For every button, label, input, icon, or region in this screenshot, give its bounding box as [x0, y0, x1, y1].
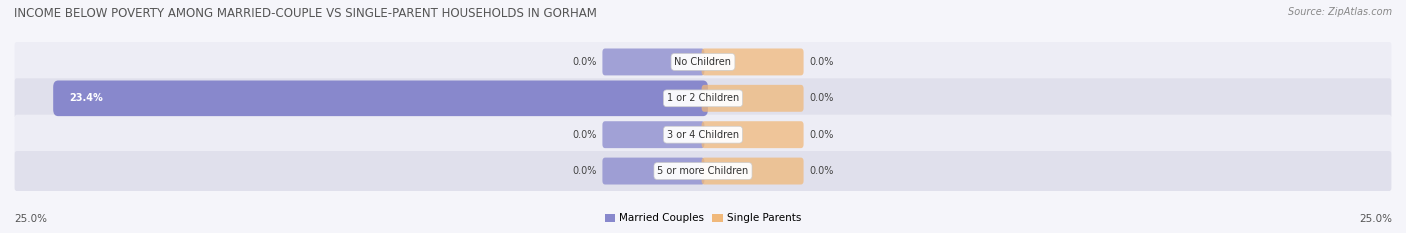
FancyBboxPatch shape [702, 85, 804, 112]
FancyBboxPatch shape [702, 158, 804, 185]
FancyBboxPatch shape [602, 158, 704, 185]
Text: 23.4%: 23.4% [69, 93, 103, 103]
Text: INCOME BELOW POVERTY AMONG MARRIED-COUPLE VS SINGLE-PARENT HOUSEHOLDS IN GORHAM: INCOME BELOW POVERTY AMONG MARRIED-COUPL… [14, 7, 598, 20]
FancyBboxPatch shape [14, 42, 1392, 82]
Text: 3 or 4 Children: 3 or 4 Children [666, 130, 740, 140]
Text: 0.0%: 0.0% [572, 57, 598, 67]
FancyBboxPatch shape [702, 121, 804, 148]
Text: 0.0%: 0.0% [572, 166, 598, 176]
FancyBboxPatch shape [602, 48, 704, 75]
Text: 1 or 2 Children: 1 or 2 Children [666, 93, 740, 103]
FancyBboxPatch shape [53, 80, 709, 116]
FancyBboxPatch shape [14, 151, 1392, 191]
Text: 5 or more Children: 5 or more Children [658, 166, 748, 176]
FancyBboxPatch shape [602, 121, 704, 148]
Text: Source: ZipAtlas.com: Source: ZipAtlas.com [1288, 7, 1392, 17]
Text: 0.0%: 0.0% [808, 166, 834, 176]
Text: No Children: No Children [675, 57, 731, 67]
Text: 25.0%: 25.0% [14, 214, 46, 224]
FancyBboxPatch shape [14, 115, 1392, 155]
Text: 0.0%: 0.0% [808, 130, 834, 140]
Legend: Married Couples, Single Parents: Married Couples, Single Parents [600, 209, 806, 228]
Text: 0.0%: 0.0% [808, 93, 834, 103]
Text: 25.0%: 25.0% [1360, 214, 1392, 224]
Text: 0.0%: 0.0% [808, 57, 834, 67]
Text: 0.0%: 0.0% [572, 130, 598, 140]
FancyBboxPatch shape [14, 78, 1392, 118]
FancyBboxPatch shape [702, 48, 804, 75]
